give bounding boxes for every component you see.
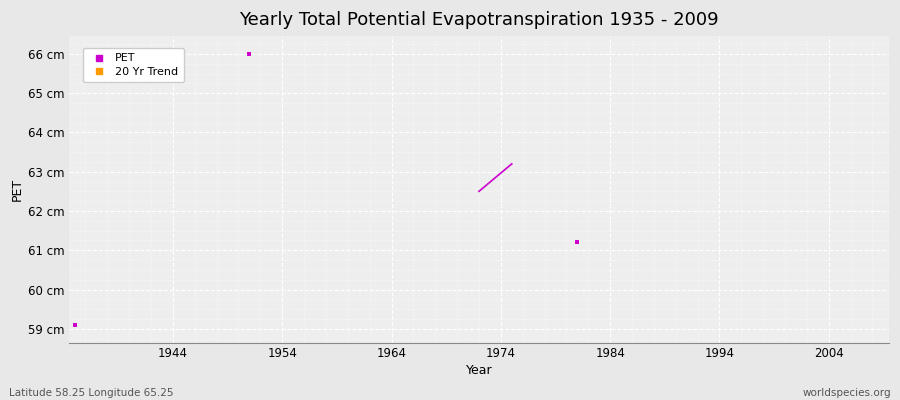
Text: worldspecies.org: worldspecies.org xyxy=(803,388,891,398)
Y-axis label: PET: PET xyxy=(11,178,24,201)
Legend: PET, 20 Yr Trend: PET, 20 Yr Trend xyxy=(83,48,184,82)
Point xyxy=(571,239,585,246)
Title: Yearly Total Potential Evapotranspiration 1935 - 2009: Yearly Total Potential Evapotranspiratio… xyxy=(239,11,719,29)
Point xyxy=(68,322,82,328)
X-axis label: Year: Year xyxy=(465,364,492,377)
Point xyxy=(242,51,256,57)
Text: Latitude 58.25 Longitude 65.25: Latitude 58.25 Longitude 65.25 xyxy=(9,388,174,398)
